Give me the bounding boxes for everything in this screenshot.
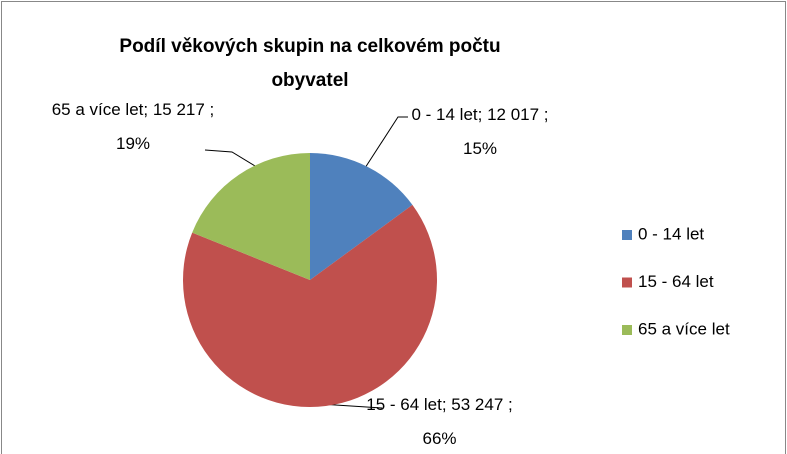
pie-slice (310, 153, 413, 280)
data-label: 65 a více let; 15 217 ; 19% (51, 100, 215, 153)
legend-label: 15 - 64 let (638, 272, 714, 291)
data-label: 0 - 14 let; 12 017 ; 15% (411, 105, 549, 158)
legend-swatch (622, 325, 632, 335)
leader-line (204, 149, 256, 167)
pie-slice (183, 204, 438, 407)
leader-line (364, 116, 408, 169)
legend-label: 65 a více let (638, 319, 730, 338)
pie-slice (192, 153, 310, 280)
data-label: 15 - 64 let; 53 247 ; 66% (366, 395, 513, 448)
legend-swatch (622, 230, 632, 240)
legend-label: 0 - 14 let (638, 224, 704, 243)
chart-title: Podíl věkových skupin na celkovém počtu … (119, 36, 501, 91)
legend-swatch (622, 277, 632, 288)
